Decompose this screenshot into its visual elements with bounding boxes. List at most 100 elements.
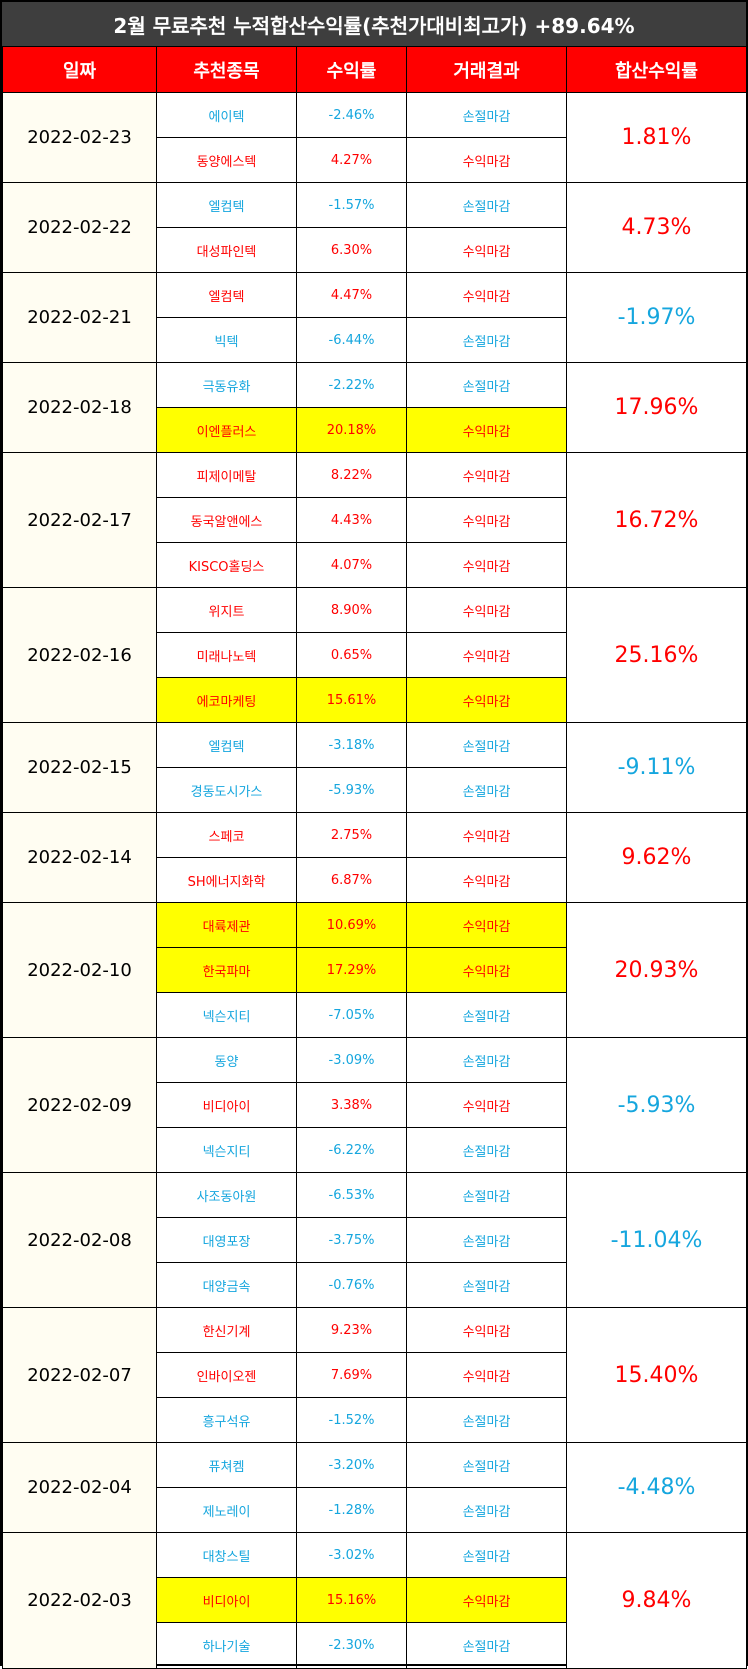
table-row: 제노레이 -1.28% 손절마감 xyxy=(3,1487,747,1533)
result-cell: 수익마감 xyxy=(406,632,567,678)
stock-cell: 동국알앤에스 xyxy=(156,497,297,543)
table-row: 경동도시가스 -5.93% 손절마감 xyxy=(3,767,747,813)
date-cell: 2022-02-10 xyxy=(2,902,157,1038)
table-row: SH에너지화학 6.87% 수익마감 xyxy=(3,857,747,903)
table-row: 인바이오젠 7.69% 수익마감 xyxy=(3,1352,747,1398)
return-cell: 8.90% xyxy=(296,587,407,633)
combined-return-cell: 17.96% xyxy=(566,362,747,453)
return-cell: 15.61% xyxy=(296,677,407,723)
return-cell: 15.16% xyxy=(296,1577,407,1623)
result-cell: 손절마감 xyxy=(406,1622,567,1669)
combined-return-cell: 25.16% xyxy=(566,587,747,723)
stock-cell: 에이텍 xyxy=(156,92,297,138)
stock-cell: 피제이메탈 xyxy=(156,452,297,498)
return-cell: -7.05% xyxy=(296,992,407,1038)
table-row: 2022-02-14 스페코 2.75% 수익마감 9.62% xyxy=(2,812,747,903)
result-cell: 수익마감 xyxy=(406,497,567,543)
return-cell: -0.76% xyxy=(296,1262,407,1308)
stock-cell: 이엔플러스 xyxy=(156,407,297,453)
result-cell: 손절마감 xyxy=(406,1217,567,1263)
result-cell: 손절마감 xyxy=(406,182,567,228)
result-cell: 손절마감 xyxy=(406,1532,567,1578)
table-row: 2022-02-08 사조동아원 -6.53% 손절마감 -11.04% xyxy=(2,1172,747,1308)
result-cell: 손절마감 xyxy=(406,1172,567,1218)
stock-cell: 한신기계 xyxy=(156,1307,297,1353)
result-cell: 수익마감 xyxy=(406,1082,567,1128)
return-cell: -6.44% xyxy=(296,317,407,363)
return-cell: -6.22% xyxy=(296,1127,407,1173)
table-row: 동국알앤에스 4.43% 수익마감 xyxy=(3,497,747,543)
result-cell: 수익마감 xyxy=(406,1307,567,1353)
return-cell: -3.09% xyxy=(296,1037,407,1083)
stock-cell: 미래나노텍 xyxy=(156,632,297,678)
return-cell: 4.43% xyxy=(296,497,407,543)
result-cell: 수익마감 xyxy=(406,137,567,183)
stock-cell: 넥슨지티 xyxy=(156,1127,297,1173)
stock-cell: 퓨쳐켐 xyxy=(156,1442,297,1488)
date-cell: 2022-02-17 xyxy=(2,452,157,588)
return-cell: -3.18% xyxy=(296,722,407,768)
stock-cell: 극동유화 xyxy=(156,362,297,408)
return-cell: -1.28% xyxy=(296,1487,407,1533)
table-row: 비디아이 3.38% 수익마감 xyxy=(3,1082,747,1128)
table-row: 2022-02-04 퓨쳐켐 -3.20% 손절마감 -4.48% xyxy=(2,1442,747,1533)
combined-return-cell: -11.04% xyxy=(566,1172,747,1308)
return-cell: -2.30% xyxy=(296,1622,407,1669)
stock-cell: 엘컴텍 xyxy=(156,182,297,228)
col-header-return: 수익률 xyxy=(296,46,407,93)
table-row: 2022-02-17 피제이메탈 8.22% 수익마감 16.72% xyxy=(2,452,747,588)
table-row: 2022-02-15 엘컴텍 -3.18% 손절마감 -9.11% xyxy=(2,722,747,813)
date-cell: 2022-02-09 xyxy=(2,1037,157,1173)
table-row: 2022-02-18 극동유화 -2.22% 손절마감 17.96% xyxy=(2,362,747,453)
sheet-title: 2월 무료추천 누적합산수익률(추천가대비최고가) +89.64% xyxy=(2,2,746,47)
combined-return-cell: 4.73% xyxy=(566,182,747,273)
col-header-stock: 추천종목 xyxy=(156,46,297,93)
stock-cell: 제노레이 xyxy=(156,1487,297,1533)
result-cell: 손절마감 xyxy=(406,1127,567,1173)
result-cell: 수익마감 xyxy=(406,227,567,273)
stock-cell: 넥슨지티 xyxy=(156,992,297,1038)
combined-return-cell: 1.81% xyxy=(566,92,747,183)
combined-return-cell: 9.84% xyxy=(566,1532,747,1669)
stock-cell: 하나기술 xyxy=(156,1622,297,1669)
col-header-combined: 합산수익률 xyxy=(566,46,747,93)
return-cell: -1.52% xyxy=(296,1397,407,1443)
table-row: 2022-02-23 에이텍 -2.46% 손절마감 1.81% xyxy=(2,92,747,183)
stock-cell: 대창스틸 xyxy=(156,1532,297,1578)
return-cell: -2.22% xyxy=(296,362,407,408)
return-cell: 20.18% xyxy=(296,407,407,453)
return-cell: 6.87% xyxy=(296,857,407,903)
return-cell: 6.30% xyxy=(296,227,407,273)
return-cell: 7.69% xyxy=(296,1352,407,1398)
stock-cell: 대성파인텍 xyxy=(156,227,297,273)
stock-cell: 위지트 xyxy=(156,587,297,633)
result-cell: 손절마감 xyxy=(406,1037,567,1083)
date-cell: 2022-02-08 xyxy=(2,1172,157,1308)
stock-cell: 한국파마 xyxy=(156,947,297,993)
table-row: 2022-02-21 엘컴텍 4.47% 수익마감 -1.97% xyxy=(2,272,747,363)
stock-cell: 대양금속 xyxy=(156,1262,297,1308)
result-cell: 손절마감 xyxy=(406,1397,567,1443)
date-cell: 2022-02-21 xyxy=(2,272,157,363)
stock-cell: 경동도시가스 xyxy=(156,767,297,813)
return-cell: -3.75% xyxy=(296,1217,407,1263)
combined-return-cell: 16.72% xyxy=(566,452,747,588)
date-cell: 2022-02-22 xyxy=(2,182,157,273)
result-cell: 손절마감 xyxy=(406,1262,567,1308)
result-cell: 수익마감 xyxy=(406,1352,567,1398)
stock-cell: SH에너지화학 xyxy=(156,857,297,903)
date-cell: 2022-02-03 xyxy=(2,1532,157,1669)
combined-return-cell: -1.97% xyxy=(566,272,747,363)
date-cell: 2022-02-07 xyxy=(2,1307,157,1443)
return-cell: 4.07% xyxy=(296,542,407,588)
result-cell: 손절마감 xyxy=(406,1442,567,1488)
date-cell: 2022-02-04 xyxy=(2,1442,157,1533)
results-body: 2022-02-23 에이텍 -2.46% 손절마감 1.81% 동양에스텍 4.27% 수익… xyxy=(2,92,747,1669)
table-row: 2022-02-22 엘컴텍 -1.57% 손절마감 4.73% xyxy=(2,182,747,273)
result-cell: 손절마감 xyxy=(406,722,567,768)
table-row: 에코마케팅 15.61% 수익마감 xyxy=(3,677,747,723)
result-cell: 손절마감 xyxy=(406,992,567,1038)
date-cell: 2022-02-15 xyxy=(2,722,157,813)
result-cell: 수익마감 xyxy=(406,452,567,498)
